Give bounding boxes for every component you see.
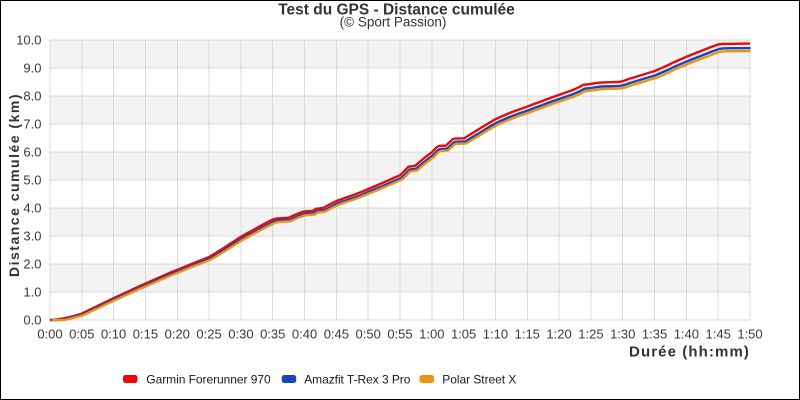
svg-text:3.0: 3.0 — [23, 228, 41, 243]
svg-text:Garmin Forerunner 970: Garmin Forerunner 970 — [146, 372, 271, 386]
svg-text:1:20: 1:20 — [546, 326, 571, 341]
svg-text:8.0: 8.0 — [23, 88, 41, 103]
svg-text:1:40: 1:40 — [674, 326, 699, 341]
svg-text:Amazfit T-Rex 3 Pro: Amazfit T-Rex 3 Pro — [304, 372, 411, 386]
svg-text:0:40: 0:40 — [292, 326, 317, 341]
svg-text:1:45: 1:45 — [706, 326, 731, 341]
svg-text:0.0: 0.0 — [23, 312, 41, 327]
svg-text:7.0: 7.0 — [23, 116, 41, 131]
svg-text:10.0: 10.0 — [16, 32, 41, 47]
svg-text:0:15: 0:15 — [133, 326, 158, 341]
svg-text:1:35: 1:35 — [642, 326, 667, 341]
svg-text:0:35: 0:35 — [260, 326, 285, 341]
svg-text:0:30: 0:30 — [228, 326, 253, 341]
svg-text:0:05: 0:05 — [69, 326, 94, 341]
svg-text:Test du GPS - Distance cumulée: Test du GPS - Distance cumulée — [278, 2, 515, 19]
svg-text:1:30: 1:30 — [610, 326, 635, 341]
svg-text:Durée (hh:mm): Durée (hh:mm) — [629, 344, 750, 361]
svg-text:2.0: 2.0 — [23, 256, 41, 271]
svg-text:6.0: 6.0 — [23, 144, 41, 159]
svg-text:0:55: 0:55 — [387, 326, 412, 341]
svg-text:1:00: 1:00 — [419, 326, 444, 341]
svg-text:1:05: 1:05 — [451, 326, 476, 341]
svg-text:0:25: 0:25 — [196, 326, 221, 341]
svg-text:1.0: 1.0 — [23, 284, 41, 299]
svg-text:Distance cumulée (km): Distance cumulée (km) — [6, 93, 22, 277]
svg-text:1:10: 1:10 — [483, 326, 508, 341]
svg-text:Polar Street X: Polar Street X — [442, 372, 516, 386]
svg-text:1:50: 1:50 — [737, 326, 762, 341]
svg-text:5.0: 5.0 — [23, 172, 41, 187]
svg-text:0:10: 0:10 — [101, 326, 126, 341]
svg-text:1:15: 1:15 — [515, 326, 540, 341]
svg-text:0:50: 0:50 — [356, 326, 381, 341]
svg-text:9.0: 9.0 — [23, 60, 41, 75]
svg-text:4.0: 4.0 — [23, 200, 41, 215]
svg-text:0:20: 0:20 — [165, 326, 190, 341]
svg-text:0:45: 0:45 — [324, 326, 349, 341]
svg-text:1:25: 1:25 — [578, 326, 603, 341]
svg-text:(© Sport Passion): (© Sport Passion) — [340, 15, 447, 30]
svg-text:0:00: 0:00 — [37, 326, 62, 341]
